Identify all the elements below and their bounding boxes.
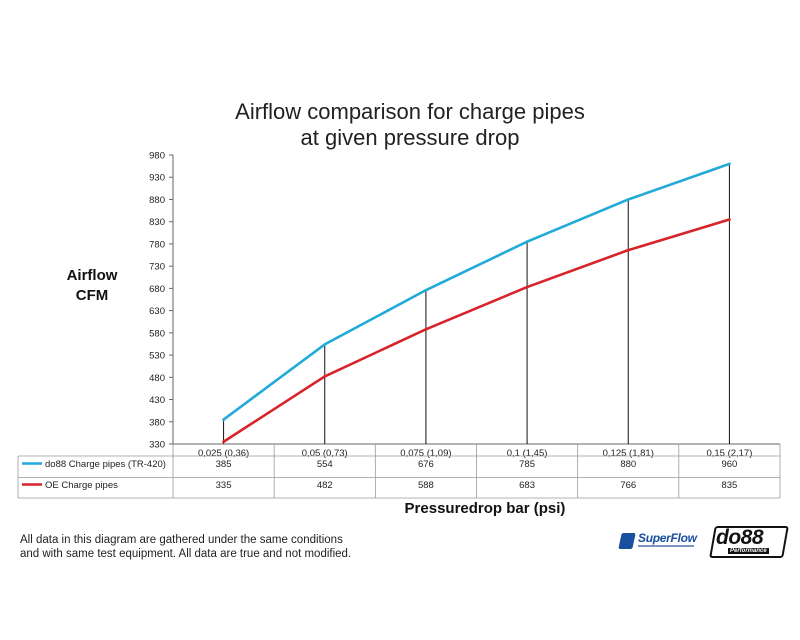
y-tick-label: 330: [149, 440, 165, 451]
superflow-mark-icon: [618, 533, 636, 549]
y-axis-label-line-1: Airflow: [66, 267, 118, 284]
table-value: 335: [216, 480, 232, 491]
x-tick-label: 0,075 (1,09): [400, 448, 451, 459]
table-value: 385: [216, 459, 232, 470]
table-value: 960: [721, 459, 737, 470]
x-tick-label: 0,15 (2,17): [706, 448, 752, 459]
data-point: [424, 288, 428, 292]
chart-title-line-1: Airflow comparison for charge pipes: [235, 99, 585, 124]
table-value: 785: [519, 459, 535, 470]
table-value: 588: [418, 480, 434, 491]
legend-label: OE Charge pipes: [45, 480, 118, 491]
do88-logo-subtext: Performance: [728, 548, 769, 554]
legend-label: do88 Charge pipes (TR-420): [45, 459, 166, 470]
y-tick-label: 630: [149, 306, 165, 317]
table-value: 554: [317, 459, 333, 470]
footnote-line-2: and with same test equipment. All data a…: [20, 548, 352, 560]
table-value: 676: [418, 459, 434, 470]
y-tick-label: 830: [149, 217, 165, 228]
y-tick-label: 480: [149, 373, 165, 384]
footnote: All data in this diagram are gathered un…: [20, 533, 351, 561]
y-axis-label-line-2: CFM: [75, 287, 109, 304]
table-value: 880: [620, 459, 636, 470]
y-tick-label: 880: [149, 195, 165, 206]
superflow-logo-text: SuperFlow: [638, 531, 697, 545]
data-point: [525, 285, 529, 289]
y-tick-label: 380: [149, 417, 165, 428]
y-tick-label: 580: [149, 328, 165, 339]
data-point: [525, 240, 529, 243]
x-tick-label: 0,1 (1,45): [507, 448, 548, 459]
data-point: [323, 343, 327, 346]
table-value: 835: [721, 480, 737, 491]
data-point: [626, 248, 630, 252]
y-tick-label: 930: [149, 173, 165, 184]
x-axis-label: Pressuredrop bar (psi): [404, 500, 566, 517]
data-point: [424, 327, 428, 331]
table-value: 766: [620, 480, 636, 491]
y-tick-label: 430: [149, 395, 165, 406]
y-tick-label: 530: [149, 351, 165, 362]
superflow-logo: SuperFlow: [618, 530, 700, 552]
x-tick-label: 0,125 (1,81): [603, 448, 654, 459]
series-line: [222, 218, 731, 444]
footnote-line-1: All data in this diagram are gathered un…: [20, 534, 343, 546]
series-line: [222, 162, 731, 421]
chart-title-line-2: at given pressure drop: [300, 125, 520, 150]
superflow-logo-underline: [638, 545, 694, 547]
table-value: 683: [519, 480, 535, 491]
y-tick-label: 730: [149, 262, 165, 273]
x-tick-label: 0,05 (0,73): [302, 448, 348, 459]
y-tick-label: 980: [149, 151, 165, 162]
y-tick-label: 780: [149, 239, 165, 250]
data-point: [626, 198, 630, 201]
data-point: [222, 418, 225, 421]
do88-logo: do88 Performance: [709, 526, 789, 558]
table-value: 482: [317, 480, 333, 491]
data-point: [323, 375, 327, 378]
data-point: [728, 218, 731, 221]
data-point: [222, 440, 225, 444]
do88-logo-text: do88: [716, 526, 764, 549]
x-tick-label: 0,025 (0,36): [198, 448, 249, 459]
data-point: [728, 162, 731, 166]
y-tick-label: 680: [149, 284, 165, 295]
